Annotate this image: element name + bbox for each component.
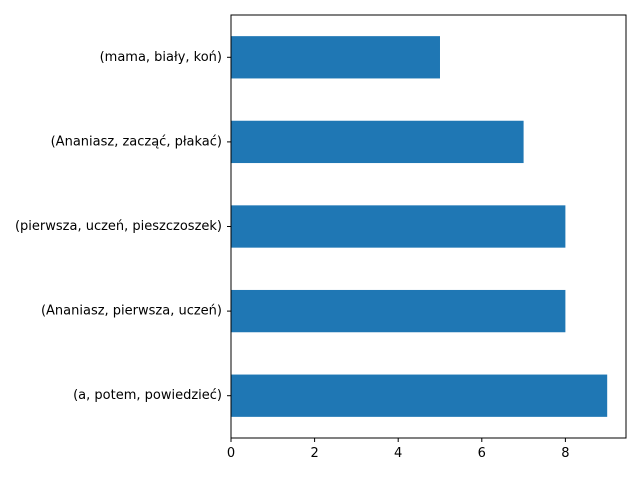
bar bbox=[231, 289, 566, 333]
y-tick-label: (mama, biały, koń) bbox=[100, 50, 222, 65]
x-axis-ticks: 0 2 4 6 8 bbox=[227, 438, 570, 461]
bar bbox=[231, 36, 440, 79]
y-tick-label: (a, potem, powiedzieć) bbox=[73, 388, 222, 403]
plot-frame bbox=[230, 14, 627, 439]
y-axis-ticks: (a, potem, powiedzieć) (Ananiasz, pierwsz… bbox=[15, 50, 231, 403]
bar bbox=[231, 205, 566, 248]
bar bbox=[231, 374, 608, 417]
y-tick-label: (Ananiasz, zacząć, płakać) bbox=[51, 134, 222, 149]
x-tick-label: 2 bbox=[310, 446, 318, 461]
y-tick-label: (pierwsza, uczeń, pieszczoszek) bbox=[15, 219, 222, 234]
bar bbox=[231, 120, 524, 164]
x-tick-label: 6 bbox=[478, 446, 486, 461]
bars-group bbox=[231, 36, 608, 417]
y-tick-label: (Ananiasz, pierwsza, uczeń) bbox=[41, 304, 222, 319]
x-tick-label: 8 bbox=[561, 446, 569, 461]
x-tick-label: 0 bbox=[227, 446, 235, 461]
x-tick-label: 4 bbox=[394, 446, 402, 461]
